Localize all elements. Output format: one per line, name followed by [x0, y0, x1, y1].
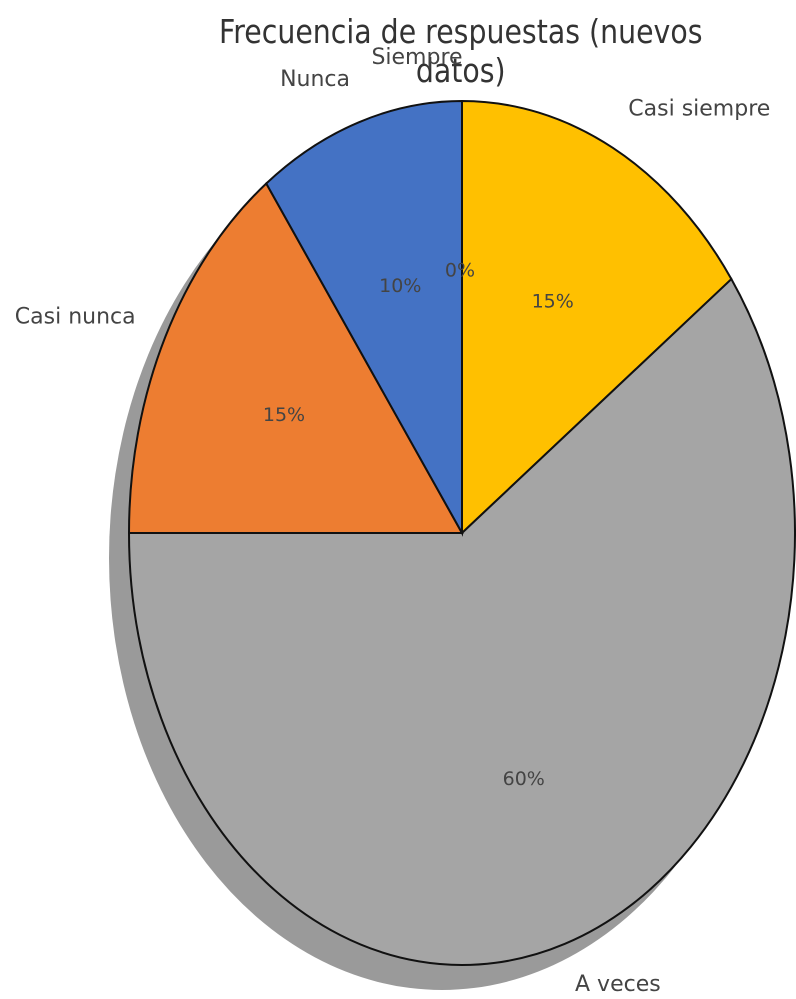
pie-slice-nunca	[265, 99, 463, 537]
pie-slice-casi-nunca	[127, 181, 464, 534]
pie-value-label-a-veces: 60%	[503, 768, 545, 790]
pie-slice-casi-siempre	[461, 99, 733, 536]
pie-slice-a-veces	[127, 277, 796, 966]
pie-slices	[127, 99, 796, 966]
pie-category-label-casi-nunca: Casi nunca	[15, 304, 136, 329]
pie-labels: 0% Siempre 15% Casi siempre 60% A veces 15% Cas…	[15, 45, 771, 997]
pie-category-label-casi-siempre: Casi siempre	[628, 97, 770, 122]
pie-value-label-siempre: 0%	[445, 260, 475, 282]
pie-value-label-nunca: 10%	[379, 275, 421, 297]
pie-category-label-siempre: Siempre	[371, 45, 462, 70]
pie-value-label-casi-siempre: 15%	[532, 291, 574, 313]
chart-title: Frecuencia de respuestas (nuevos datos)	[218, 12, 703, 90]
pie-category-label-a-veces: A veces	[575, 972, 661, 997]
pie-category-label-nunca: Nunca	[280, 67, 350, 92]
pie-value-label-casi-nunca: 15%	[263, 404, 305, 426]
